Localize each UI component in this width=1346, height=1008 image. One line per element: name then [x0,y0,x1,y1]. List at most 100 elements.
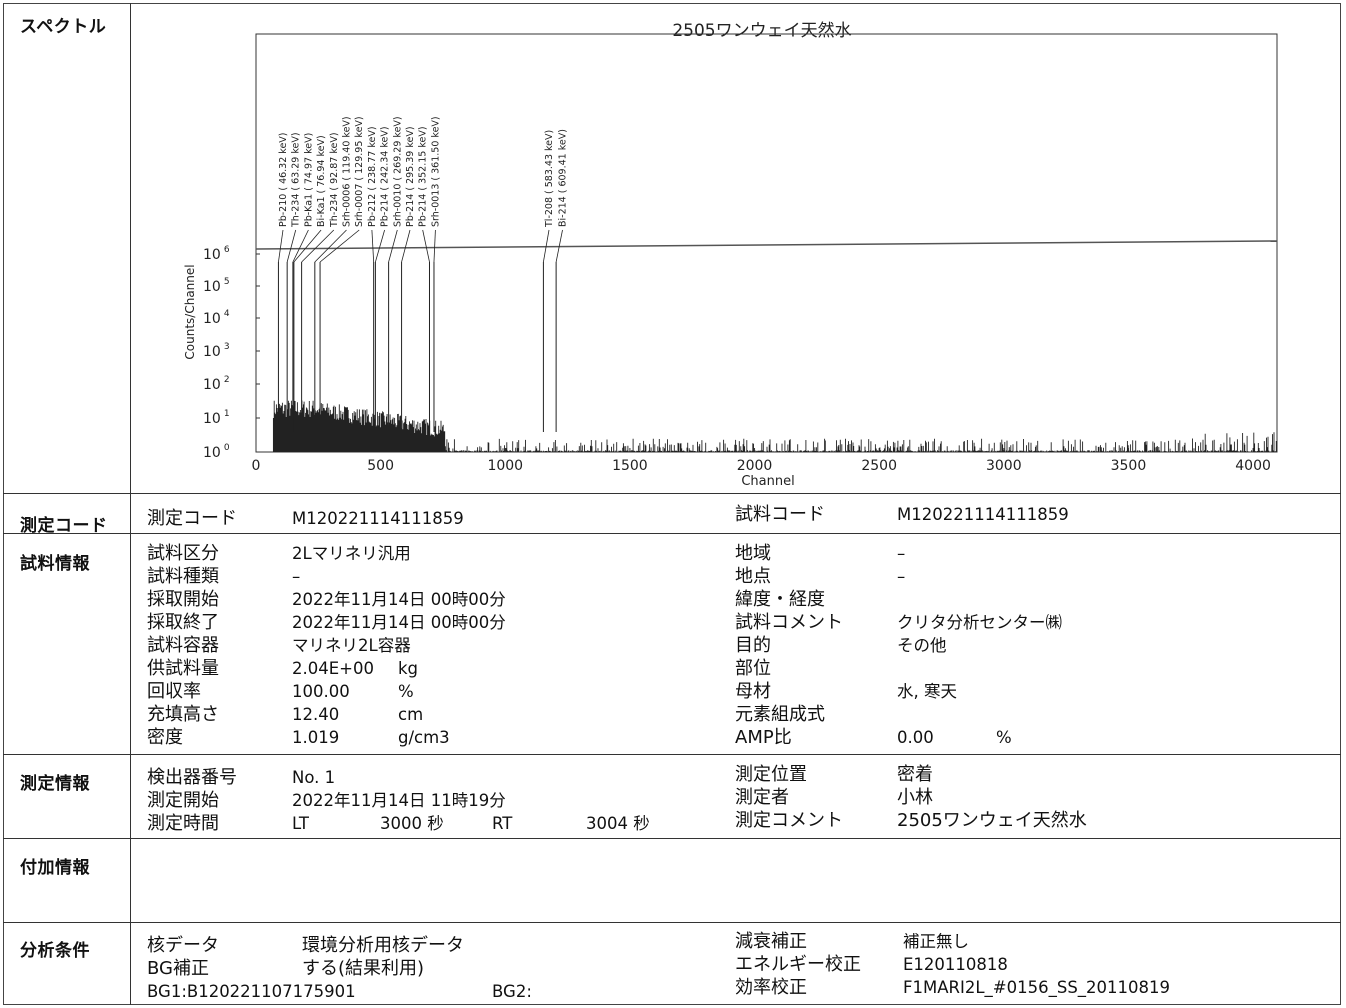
peak-leader-line [371,229,375,263]
x-tick-label: 4000 [1235,458,1271,474]
peak-label: Th-234 ( 63.29 keV) [291,132,302,228]
start-value: 2022年11月14日 11時19分 [292,791,506,810]
sample-field-value: – [897,567,906,586]
analysis-field-label: エネルギー校正 [735,954,861,975]
lt-value: 3000 秒 [380,814,444,833]
y-tick-base: 10 [203,279,221,295]
chart-title: 2505ワンウェイ天然水 [672,21,851,41]
peak-leader-line [278,229,284,263]
analysis-field-value: 補正無し [903,932,969,951]
sample-field-value: その他 [897,636,947,655]
section-label-analysis: 分析条件 [20,941,90,961]
section-label-measure: 測定情報 [20,774,90,794]
section-label-additional: 付加情報 [20,858,90,878]
y-tick-exponent: 2 [224,375,230,385]
plot-frame [255,33,1278,453]
y-tick-label: 10 3 [203,342,230,360]
sample-field-label: 試料容器 [147,635,219,656]
y-tick-exponent: 3 [224,342,230,352]
bg2-value: BG2: [492,982,532,1001]
code-left-value: M120221114111859 [292,509,464,528]
sample-field-label: 供試料量 [147,658,219,679]
code-right-label: 試料コード [735,504,825,525]
sample-field-label: 地点 [735,566,771,587]
start-label: 測定開始 [147,790,219,811]
x-tick-label: 500 [367,458,394,474]
sample-field-value: 100.00 [292,682,350,701]
analysis-field-value: F1MARI2L_#0156_SS_20110819 [903,978,1171,997]
section-label-code: 測定コード [20,516,108,536]
peak-label: Pb-212 ( 238.77 keV) [367,126,378,227]
peak-leader-line [319,229,360,263]
sample-field-unit: % [996,728,1012,747]
row-divider [3,922,1341,923]
peak-leader-line [401,229,411,263]
sample-field-label: 緯度・経度 [735,589,825,610]
measure-field-label: 測定コメント [735,810,843,831]
rt-value: 3004 秒 [586,814,650,833]
measure-field-label: 測定位置 [735,764,807,785]
row-divider [3,493,1341,494]
y-tick-label: 10 2 [203,375,230,393]
top-reference-line [255,240,1278,250]
code-right-value: M120221114111859 [897,505,1069,524]
sample-field-value: – [897,544,906,563]
peak-leader-line [433,229,436,263]
sample-field-label: 母材 [735,681,771,702]
code-left-label: 測定コード [147,508,237,529]
peak-label: Th-234 ( 92.87 keV) [329,132,340,228]
y-tick-exponent: 4 [224,309,230,319]
y-tick-label: 10 4 [203,309,230,327]
x-axis-label: Channel [741,474,794,489]
peak-leader-line [543,229,550,263]
y-tick-base: 10 [203,247,221,263]
measure-field-label: 測定者 [735,787,789,808]
sample-field-value: 12.40 [292,705,340,724]
peak-leader-line [301,229,335,263]
sample-field-unit: % [398,682,414,701]
peak-label: Pb-210 ( 46.32 keV) [278,133,289,228]
peak-label: Tl-208 ( 583.43 keV) [544,130,555,228]
label-column-divider [130,3,131,1005]
sample-field-label: 目的 [735,635,771,656]
sample-field-label: 試料コメント [735,612,843,633]
page-border [3,3,1341,1005]
y-tick-exponent: 6 [224,245,230,255]
peak-leader-line [375,229,385,263]
sample-field-value: 1.019 [292,728,340,747]
bg1-value: BG1:B120221107175901 [147,982,356,1001]
y-tick-base: 10 [203,445,221,461]
sample-field-label: AMP比 [735,727,792,748]
sample-field-unit: g/cm3 [398,728,450,747]
rt-label: RT [492,814,513,833]
peak-label: Srh-0006 ( 119.40 keV) [342,116,353,227]
sample-field-label: 地域 [735,543,771,564]
sample-field-label: 密度 [147,727,183,748]
nuclear-data-value: 環境分析用核データ [302,935,464,956]
x-tick-label: 3500 [1111,458,1147,474]
y-tick-base: 10 [203,411,221,427]
sample-field-label: 回収率 [147,681,201,702]
y-tick-base: 10 [203,344,221,360]
analysis-field-value: E120110818 [903,955,1008,974]
peak-label: Pb-214 ( 295.39 keV) [405,126,416,227]
sample-field-value: クリタ分析センター㈱ [897,613,1062,632]
row-divider [3,533,1341,534]
section-label-spectrum: スペクトル [20,17,107,37]
peak-leader-line [292,229,309,263]
section-label-sample: 試料情報 [20,554,90,574]
peak-label: Pb-214 ( 352.15 keV) [418,126,429,227]
measure-field-value: 密着 [897,764,933,785]
x-tick-label: 1500 [612,458,648,474]
y-tick-label: 10 5 [203,277,230,295]
x-tick-label: 2500 [861,458,897,474]
nuclear-data-label: 核データ [147,935,219,956]
peak-label: Srh-0010 ( 269.29 keV) [392,116,403,227]
sample-field-label: 試料区分 [147,543,219,564]
bg-correction-value: する(結果利用) [302,958,425,979]
sample-field-value: 2022年11月14日 00時00分 [292,590,506,609]
sample-field-value: 0.00 [897,728,934,747]
peak-label: Srh-0007 ( 129.95 keV) [354,116,365,227]
y-tick-label: 10 6 [203,245,230,263]
lt-label: LT [292,814,309,833]
